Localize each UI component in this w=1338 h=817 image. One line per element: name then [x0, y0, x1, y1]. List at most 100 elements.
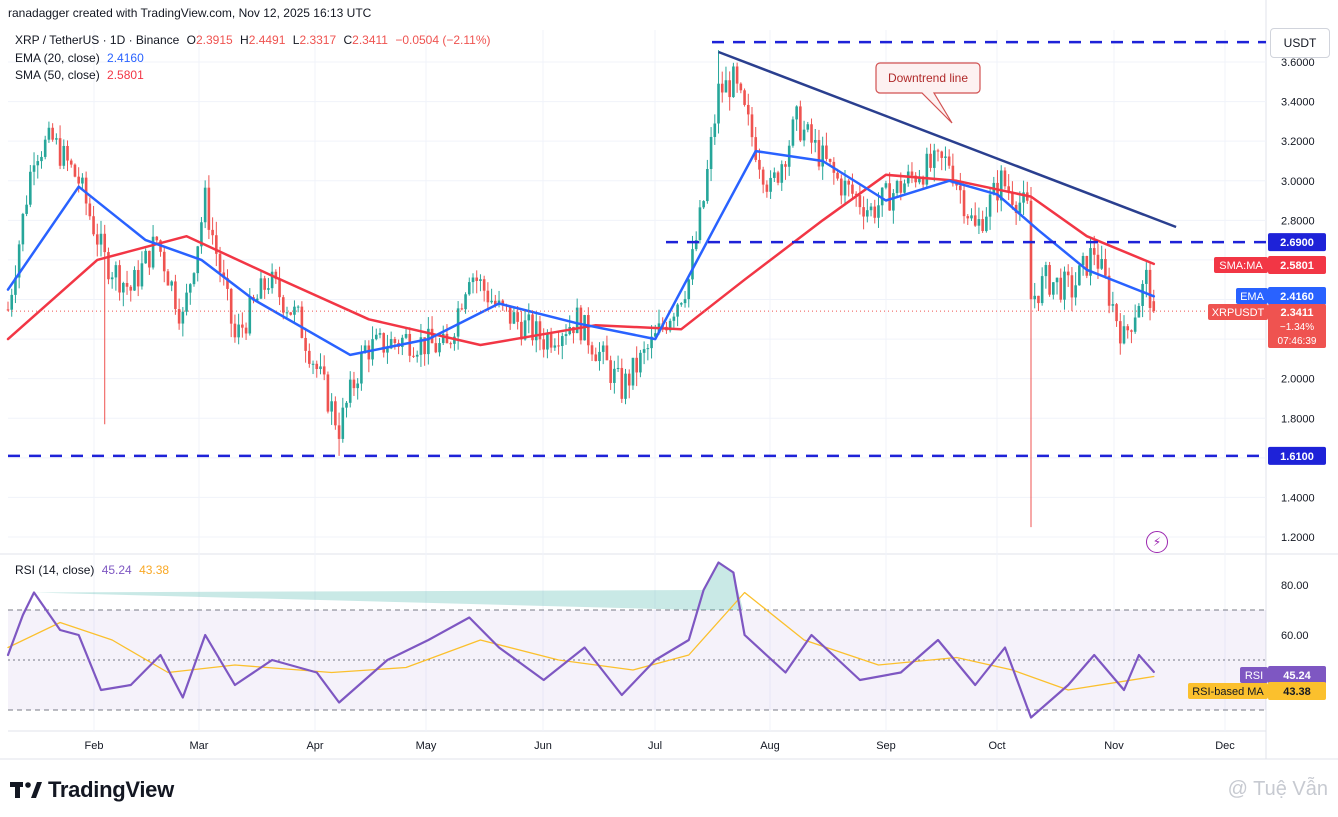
candle-body — [646, 348, 650, 350]
candle-body — [125, 282, 129, 287]
rsi-overbought-fill — [34, 562, 744, 610]
candle-body — [635, 357, 638, 373]
candle-body — [222, 272, 226, 279]
candle-body — [438, 343, 441, 353]
candle-body — [1003, 170, 1007, 187]
level-1610-tag: 1.6100 — [1280, 451, 1314, 463]
candle-body — [936, 150, 940, 152]
candle-body — [300, 306, 304, 338]
candle-body — [456, 308, 460, 337]
sma-legend-label: SMA (50, close) — [15, 68, 100, 82]
candle-body — [285, 312, 289, 314]
candle-body — [1018, 202, 1022, 213]
candle-body — [899, 181, 903, 193]
candle-body — [598, 351, 601, 362]
candle-body — [322, 366, 326, 375]
candle-body — [534, 321, 538, 341]
candle-body — [133, 269, 136, 291]
candle-body — [129, 286, 133, 291]
candle-body — [512, 312, 516, 324]
candle-body — [345, 402, 348, 408]
candle-body — [754, 137, 758, 160]
rsi-band — [8, 610, 1266, 710]
candle-body — [412, 355, 415, 357]
currency-button[interactable]: USDT — [1270, 28, 1330, 58]
candle-body — [386, 348, 389, 353]
candle-body — [404, 333, 408, 338]
sma-legend[interactable]: SMA (50, close) 2.5801 — [15, 68, 144, 82]
price-tick-label: 3.6000 — [1281, 57, 1315, 69]
candle-body — [226, 278, 229, 289]
candle-body — [103, 233, 107, 253]
time-tick-label: Sep — [876, 740, 896, 752]
candle-body — [114, 265, 118, 278]
time-tick-label: Dec — [1215, 740, 1235, 752]
candle-body — [192, 273, 196, 285]
candle-body — [36, 161, 40, 166]
candle-body — [1133, 317, 1137, 332]
candle-body — [1104, 258, 1107, 276]
rsi-tag: RSI — [1245, 670, 1263, 682]
rsi-legend-label: RSI (14, close) — [15, 563, 95, 577]
ema-legend[interactable]: EMA (20, close) 2.4160 — [15, 51, 144, 65]
candle-body — [966, 216, 970, 219]
candle-body — [895, 181, 899, 194]
candle-body — [471, 277, 475, 283]
candle-body — [575, 307, 579, 334]
tradingview-logo[interactable]: TradingView — [10, 777, 174, 803]
candle-body — [642, 349, 646, 353]
candle-body — [84, 177, 88, 204]
candle-body — [62, 145, 66, 166]
candlestick-series — [6, 50, 1156, 528]
candle-body — [319, 366, 322, 370]
candle-body — [1022, 192, 1025, 203]
level-2690-tag-bg — [1268, 233, 1326, 252]
downtrend-callout-text: Downtrend line — [888, 71, 968, 85]
candle-body — [10, 294, 14, 310]
candle-body — [866, 210, 869, 217]
candle-body — [289, 312, 293, 315]
candle-body — [985, 216, 988, 232]
candle-body — [259, 278, 263, 299]
time-tick-label: May — [416, 740, 437, 752]
price-tick-label: 1.4000 — [1281, 492, 1315, 504]
candle-body — [921, 178, 925, 185]
candle-body — [873, 206, 877, 218]
sma-tag: SMA:MA — [1219, 260, 1263, 272]
symbol-tag: XRPUSDT — [1212, 307, 1265, 319]
downtrend-callout — [875, 62, 981, 124]
candle-body — [676, 304, 679, 317]
lightning-icon[interactable]: ⚡ — [1146, 531, 1168, 553]
rsi-legend[interactable]: RSI (14, close) 45.24 43.38 — [15, 563, 169, 577]
created-by-text: ranadagger created with TradingView.com,… — [8, 6, 372, 20]
candle-body — [1040, 276, 1044, 304]
candle-body — [880, 187, 884, 206]
candle-body — [308, 350, 311, 364]
candle-body — [970, 215, 973, 219]
candle-body — [1111, 304, 1115, 306]
candle-body — [148, 250, 151, 268]
candle-body — [516, 312, 519, 322]
candle-body — [1085, 255, 1089, 276]
candle-body — [1044, 265, 1048, 277]
candle-body — [494, 300, 497, 305]
candle-body — [959, 185, 962, 191]
candle-body — [296, 306, 300, 308]
candle-body — [140, 263, 144, 287]
candle-body — [743, 90, 746, 105]
candle-body — [702, 201, 705, 208]
candle-body — [47, 127, 51, 140]
candle-body — [996, 182, 999, 201]
candle-body — [51, 127, 54, 140]
candle-body — [363, 345, 367, 353]
candle-body — [66, 145, 69, 161]
candle-body — [401, 337, 404, 347]
candle-body — [255, 298, 259, 301]
candle-body — [174, 281, 177, 310]
candle-body — [136, 269, 140, 287]
candle-body — [170, 281, 173, 286]
candle-body — [69, 160, 73, 165]
candle-body — [698, 207, 702, 241]
candle-body — [40, 156, 43, 162]
